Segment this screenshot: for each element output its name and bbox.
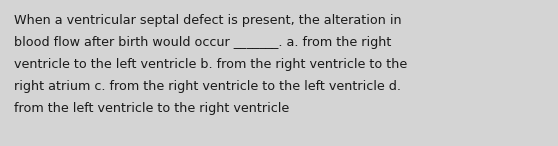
Text: ventricle to the left ventricle b. from the right ventricle to the: ventricle to the left ventricle b. from …: [14, 58, 407, 71]
Text: blood flow after birth would occur _______. a. from the right: blood flow after birth would occur _____…: [14, 36, 391, 49]
Text: right atrium c. from the right ventricle to the left ventricle d.: right atrium c. from the right ventricle…: [14, 80, 401, 93]
Text: When a ventricular septal defect is present, the alteration in: When a ventricular septal defect is pres…: [14, 14, 402, 27]
Text: from the left ventricle to the right ventricle: from the left ventricle to the right ven…: [14, 102, 289, 115]
